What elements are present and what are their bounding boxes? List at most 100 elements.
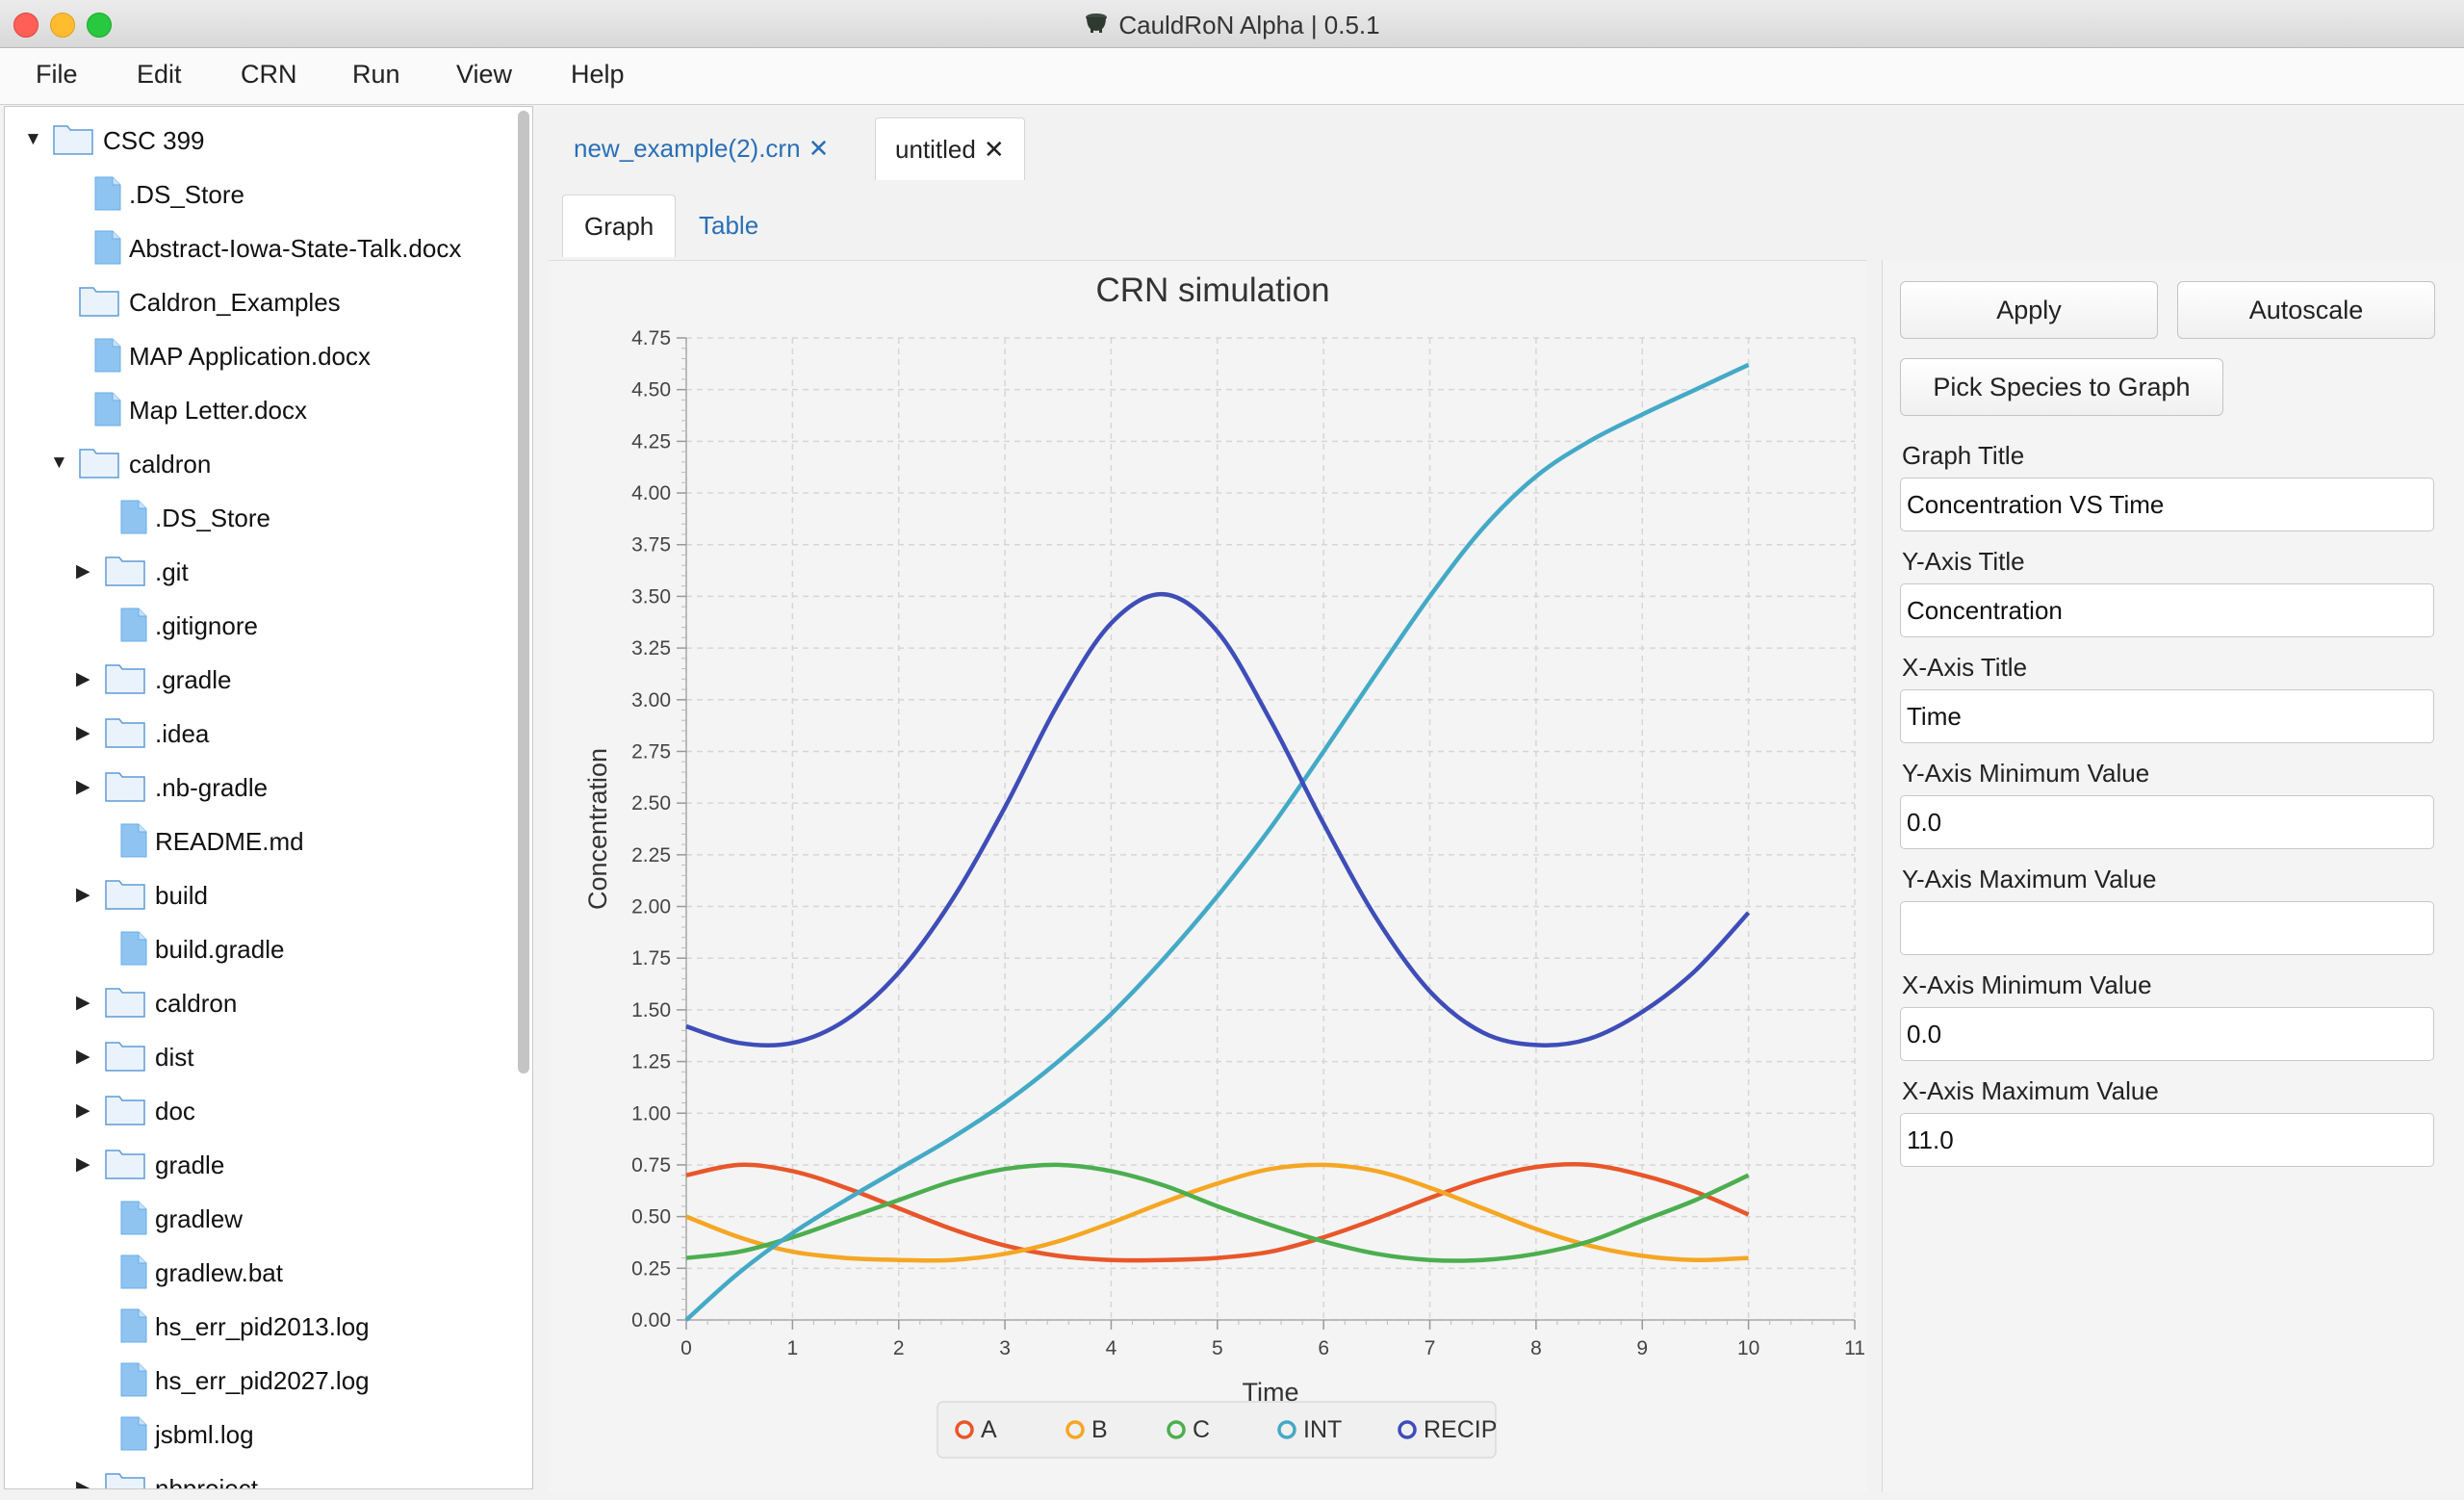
collapse-arrow-icon[interactable]: ▶ [76, 1047, 90, 1067]
legend-marker-recip[interactable] [1398, 1420, 1417, 1439]
collapse-arrow-icon[interactable]: ▶ [76, 561, 90, 582]
file-tab-new-example[interactable]: new_example(2).crn ✕ [554, 117, 848, 179]
menu-file[interactable]: File [36, 60, 78, 89]
menu-run[interactable]: Run [352, 60, 400, 89]
tree-folder-row[interactable]: ▶ gradle [5, 1139, 515, 1189]
file-icon [94, 392, 121, 431]
tree-file-row[interactable]: Abstract-Iowa-State-Talk.docx [5, 222, 515, 272]
collapse-arrow-icon[interactable]: ▶ [76, 885, 90, 905]
tree-item-label: .DS_Store [155, 504, 270, 532]
tree-folder-row[interactable]: ▼ caldron [5, 438, 515, 488]
legend-label-int[interactable]: INT [1303, 1416, 1342, 1443]
menu-help[interactable]: Help [571, 60, 625, 89]
y-axis-title-input[interactable] [1900, 583, 2434, 637]
file-icon [120, 1254, 147, 1294]
tree-folder-row[interactable]: ▶ nbproject [5, 1462, 515, 1489]
tree-folder-row[interactable]: ▶ doc [5, 1085, 515, 1135]
tree-file-row[interactable]: jsbml.log [5, 1409, 515, 1459]
tree-item-label: gradle [155, 1151, 225, 1179]
folder-icon [105, 985, 145, 1022]
menu-view[interactable]: View [456, 60, 513, 89]
folder-icon [105, 1470, 145, 1488]
file-tree-panel: ▼ CSC 399 .DS_Store Abstract-Iowa-State-Tal… [4, 106, 533, 1489]
tree-file-row[interactable]: .gitignore [5, 600, 515, 650]
tree-folder-row[interactable]: ▶ .idea [5, 708, 515, 758]
close-window-button[interactable] [13, 13, 38, 38]
tree-file-row[interactable]: hs_err_pid2027.log [5, 1355, 515, 1405]
legend-label-a[interactable]: A [981, 1416, 997, 1443]
collapse-arrow-icon[interactable]: ▶ [76, 993, 90, 1013]
minimize-window-button[interactable] [50, 13, 75, 38]
legend-label-b[interactable]: B [1091, 1416, 1108, 1443]
graph-title-label: Graph Title [1902, 441, 2025, 470]
collapse-arrow-icon[interactable]: ▶ [76, 1154, 90, 1175]
tree-file-row[interactable]: .DS_Store [5, 492, 515, 542]
x-axis-min-input[interactable] [1900, 1007, 2434, 1061]
legend-marker-a[interactable] [955, 1420, 974, 1439]
y-axis-min-input[interactable] [1900, 795, 2434, 849]
file-icon [120, 1308, 147, 1348]
x-tick-label: 0 [680, 1337, 692, 1359]
tree-file-row[interactable]: Map Letter.docx [5, 384, 515, 434]
close-tab-icon[interactable]: ✕ [808, 134, 830, 163]
close-tab-icon[interactable]: ✕ [983, 135, 1005, 164]
tab-graph[interactable]: Graph [562, 194, 677, 257]
title-bar: CauldRoN Alpha | 0.5.1 [0, 0, 2464, 48]
collapse-arrow-icon[interactable]: ▶ [76, 1100, 90, 1121]
graph-title-input[interactable] [1900, 478, 2434, 531]
tree-file-row[interactable]: README.md [5, 815, 515, 866]
legend-label-recip[interactable]: RECIP [1424, 1416, 1497, 1443]
tree-file-row[interactable]: gradlew.bat [5, 1247, 515, 1297]
sidebar-scrollbar[interactable] [518, 111, 529, 1073]
collapse-arrow-icon[interactable]: ▶ [76, 777, 90, 797]
tree-folder-row[interactable]: ▶ .git [5, 546, 515, 596]
legend-label-c[interactable]: C [1193, 1416, 1210, 1443]
x-axis-title-label: X-Axis Title [1902, 653, 2028, 682]
tree-folder-row[interactable]: ▶ build [5, 869, 515, 919]
expand-arrow-icon[interactable]: ▼ [50, 453, 68, 473]
legend-marker-int[interactable] [1277, 1420, 1296, 1439]
collapse-arrow-icon[interactable]: ▶ [76, 669, 90, 689]
y-tick-label: 3.25 [631, 637, 671, 659]
tree-folder-row[interactable]: ▼ CSC 399 [5, 115, 515, 165]
window-title: CauldRoN Alpha | 0.5.1 [1118, 11, 1380, 39]
autoscale-button[interactable]: Autoscale [2177, 281, 2435, 339]
expand-arrow-icon[interactable]: ▼ [24, 129, 42, 149]
tree-folder-row[interactable]: ▶ caldron [5, 977, 515, 1027]
pick-species-button[interactable]: Pick Species to Graph [1900, 358, 2223, 416]
legend-marker-c[interactable] [1167, 1420, 1186, 1439]
tree-file-row[interactable]: build.gradle [5, 923, 515, 973]
tree-item-label: build [155, 881, 208, 910]
y-tick-label: 0.50 [631, 1206, 671, 1228]
tree-folder-row[interactable]: ▶ .nb-gradle [5, 762, 515, 812]
window-title-area: CauldRoN Alpha | 0.5.1 [0, 0, 2464, 47]
x-tick-label: 4 [1106, 1337, 1117, 1359]
folder-icon [105, 769, 145, 807]
chart-title: CRN simulation [1095, 272, 1329, 309]
tree-file-row[interactable]: .DS_Store [5, 168, 515, 219]
file-tab-untitled[interactable]: untitled ✕ [875, 117, 1025, 180]
tree-folder-row[interactable]: ▶ dist [5, 1031, 515, 1081]
tree-folder-row[interactable]: Caldron_Examples [5, 276, 515, 326]
tree-file-row[interactable]: gradlew [5, 1193, 515, 1243]
y-axis-max-input[interactable] [1900, 901, 2434, 955]
chart-canvas: 0.00 0.25 0.50 0.75 1.00 1.25 1.50 1.75 2.00 2.25… [583, 272, 1865, 1459]
apply-button[interactable]: Apply [1900, 281, 2158, 339]
tab-table[interactable]: Table [699, 211, 759, 240]
collapse-arrow-icon[interactable]: ▶ [76, 723, 90, 743]
menu-crn[interactable]: CRN [241, 60, 297, 89]
x-axis-max-input[interactable] [1900, 1113, 2434, 1167]
menu-edit[interactable]: Edit [137, 60, 182, 89]
folder-icon [105, 1093, 145, 1130]
y-tick-label: 1.00 [631, 1102, 671, 1125]
tree-item-label: Abstract-Iowa-State-Talk.docx [129, 234, 462, 263]
legend-marker-b[interactable] [1065, 1420, 1085, 1439]
file-tab-label: untitled [895, 135, 976, 164]
tree-folder-row[interactable]: ▶ .gradle [5, 654, 515, 704]
tree-file-row[interactable]: MAP Application.docx [5, 330, 515, 380]
series-line-b [685, 1162, 1749, 1263]
tree-file-row[interactable]: hs_err_pid2013.log [5, 1301, 515, 1351]
x-axis-title-input[interactable] [1900, 689, 2434, 743]
zoom-window-button[interactable] [87, 13, 112, 38]
collapse-arrow-icon[interactable]: ▶ [76, 1478, 90, 1489]
